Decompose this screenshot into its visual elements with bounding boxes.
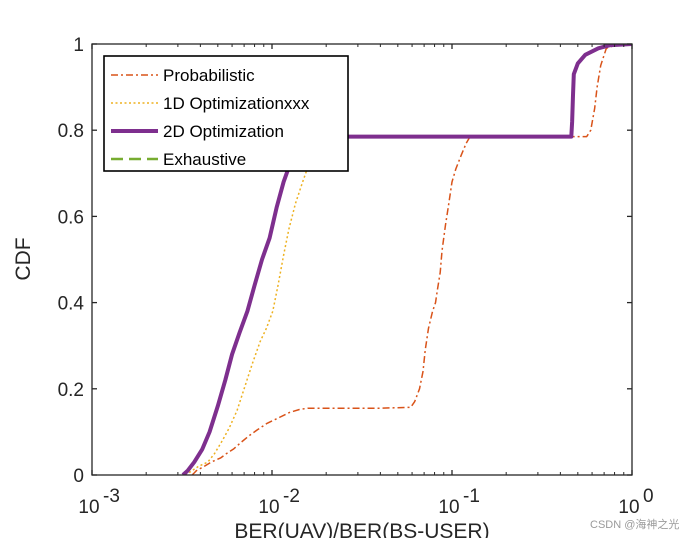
x-tick-exponent-1: -2 xyxy=(283,486,300,507)
legend: Probabilistic 1D Optimizationxxx 2D Optimi… xyxy=(103,55,349,172)
y-tick-label-2: 0.4 xyxy=(58,294,85,315)
legend-label-0: Probabilistic xyxy=(163,66,255,85)
series-line-0 xyxy=(191,44,632,475)
y-tick-label-5: 1 xyxy=(73,35,84,56)
y-tick-label-0: 0 xyxy=(73,466,84,487)
x-tick-label-1: 10 xyxy=(258,497,279,518)
series-line-1 xyxy=(184,164,310,475)
x-tick-label-2: 10 xyxy=(438,497,459,518)
x-tick-label-0: 10 xyxy=(78,497,99,518)
legend-label-3: Exhaustive xyxy=(163,150,246,169)
y-tick-label-1: 0.2 xyxy=(58,380,84,401)
axes-layer xyxy=(91,43,633,476)
legend-label-1: 1D Optimizationxxx xyxy=(163,94,310,113)
axes-box xyxy=(91,43,633,476)
legend-label-2: 2D Optimization xyxy=(163,122,284,141)
x-tick-label-3: 10 xyxy=(618,497,639,518)
x-axis-label: BER(UAV)/BER(BS-USER) xyxy=(234,520,489,538)
y-axis-label: CDF xyxy=(12,237,35,280)
watermark: CSDN @海神之光 xyxy=(590,517,679,531)
y-tick-label-3: 0.6 xyxy=(58,207,84,228)
x-tick-exponent-0: -3 xyxy=(103,486,120,507)
x-tick-exponent-2: -1 xyxy=(463,486,480,507)
y-tick-label-4: 0.8 xyxy=(58,121,84,142)
x-tick-exponent-3: 0 xyxy=(643,486,654,507)
